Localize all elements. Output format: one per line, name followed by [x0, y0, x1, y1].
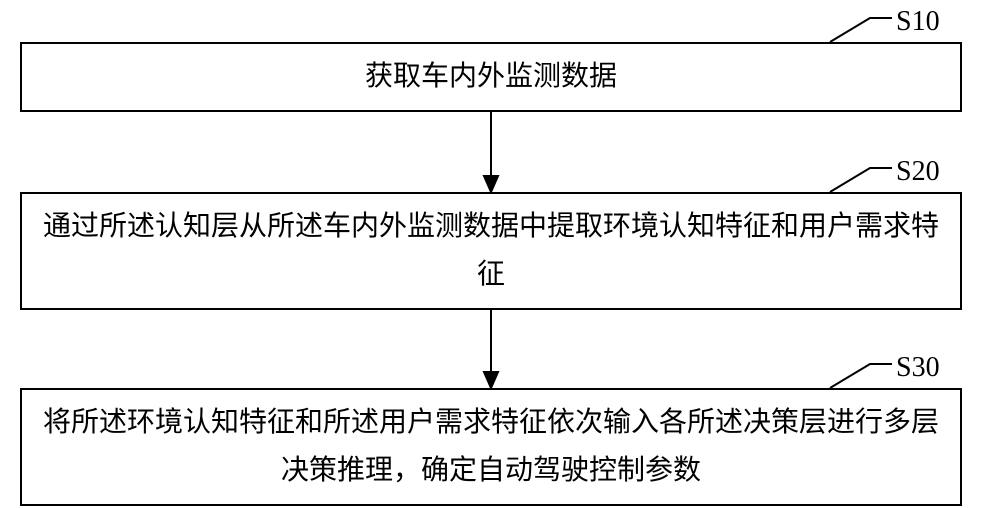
- flowchart-canvas: 获取车内外监测数据 S10 通过所述认知层从所述车内外监测数据中提取环境认知特征…: [0, 0, 1000, 508]
- step-label-s30: S30: [896, 352, 940, 384]
- leader-line-s30: [0, 0, 1000, 508]
